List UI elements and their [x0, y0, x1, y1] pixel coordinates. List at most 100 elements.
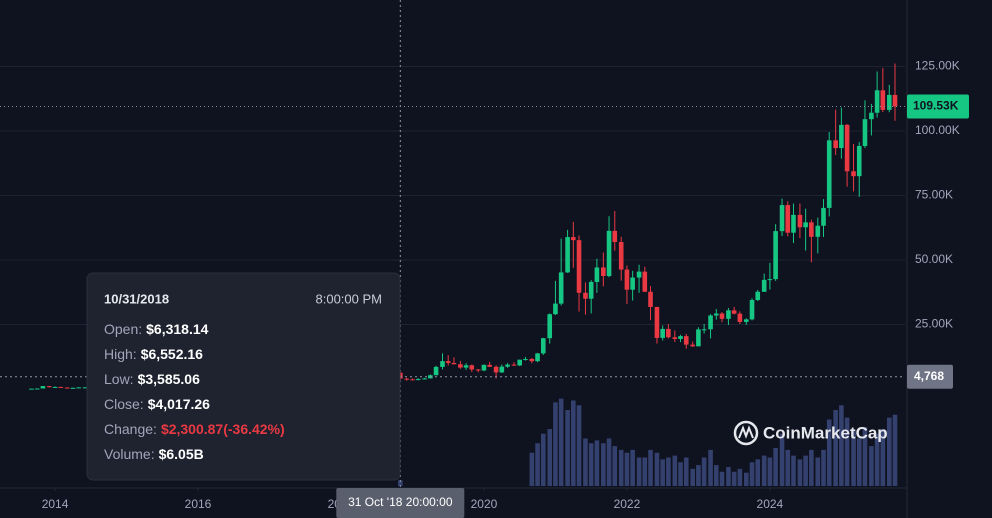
- candle-body: [785, 205, 791, 233]
- volume-bar: [547, 429, 553, 486]
- volume-bar: [785, 449, 791, 486]
- tooltip-row: Close: $4,017.26: [104, 396, 210, 412]
- volume-bar: [654, 452, 660, 486]
- volume-bar: [862, 427, 868, 486]
- volume-bar: [791, 455, 796, 486]
- volume-bar: [660, 459, 665, 486]
- candle-body: [499, 366, 505, 373]
- y-tick-label: 75.00K: [915, 188, 953, 202]
- crosshair-x-box: [336, 488, 465, 518]
- candle-body: [713, 313, 719, 316]
- candle-body: [404, 378, 410, 380]
- candle-body: [708, 315, 713, 330]
- candle-body: [440, 361, 445, 367]
- candle-body: [571, 237, 576, 241]
- tooltip-box: [86, 272, 401, 481]
- candle-body: [517, 359, 522, 366]
- tooltip-label: High:: [104, 346, 137, 362]
- volume-bar: [803, 455, 808, 486]
- tooltip-label: Open:: [104, 321, 142, 337]
- candle-body: [415, 379, 421, 381]
- tooltip-label: Change:: [104, 421, 157, 437]
- candle-body: [29, 388, 34, 390]
- volume-bar: [779, 433, 785, 486]
- candle-body: [642, 271, 648, 292]
- candle-body: [481, 364, 487, 371]
- candle-body: [588, 281, 594, 299]
- volume-bar: [731, 471, 737, 486]
- candle-body: [583, 292, 588, 299]
- candle-body: [755, 291, 761, 301]
- tooltip-value: $4,017.26: [148, 396, 210, 412]
- volume-bar: [880, 429, 886, 486]
- candle-body: [58, 386, 64, 388]
- tooltip-row: Change: $2,300.87(-36.42%): [104, 421, 285, 437]
- candle-body: [70, 387, 76, 389]
- candle-body: [701, 329, 707, 331]
- x-tick-label: 2014: [42, 497, 69, 511]
- volume-bar: [851, 430, 856, 486]
- x-tick-label: 2020: [471, 497, 498, 511]
- candle-body: [606, 230, 612, 277]
- last-price-label: 109.53K: [913, 99, 959, 113]
- tooltip-row: High: $6,552.16: [104, 346, 203, 362]
- candle-body: [553, 303, 558, 315]
- volume-bar: [690, 468, 695, 486]
- volume-bar: [833, 410, 838, 486]
- candle-body: [47, 386, 52, 388]
- candle-body: [737, 313, 743, 322]
- volume-bar: [713, 465, 719, 486]
- watermark-text: CoinMarketCap: [763, 423, 888, 442]
- candle-body: [683, 336, 689, 345]
- candle-body: [535, 353, 540, 362]
- candle-body: [826, 140, 832, 208]
- candle-body: [773, 231, 778, 280]
- candle-body: [540, 338, 546, 354]
- volume-bar: [642, 457, 648, 486]
- x-tick-label: 2022: [614, 497, 641, 511]
- tooltip-date: 10/31/2018: [104, 291, 169, 306]
- candle-body: [678, 336, 683, 339]
- volume-bar: [535, 443, 540, 486]
- candle-body: [731, 310, 737, 314]
- candle-body: [654, 306, 660, 338]
- volume-bar: [630, 449, 635, 486]
- candle-body: [558, 272, 564, 304]
- volume-bar: [529, 452, 535, 486]
- volume-bar: [558, 398, 564, 486]
- candle-body: [779, 205, 785, 232]
- candle-body: [672, 337, 678, 339]
- candle-body: [851, 171, 856, 177]
- candle-body: [565, 237, 570, 273]
- candle-body: [458, 364, 463, 368]
- candle-body: [744, 319, 749, 322]
- candle-body: [463, 365, 469, 368]
- volume-bar: [565, 410, 570, 486]
- candle-body: [523, 358, 528, 360]
- candle-body: [469, 365, 475, 370]
- watermark-logo: [738, 425, 754, 439]
- candle-body: [815, 225, 821, 237]
- candle-body: [422, 378, 427, 380]
- candle-body: [791, 214, 796, 233]
- volume-bar: [583, 438, 588, 486]
- candle-body: [761, 279, 767, 292]
- watermark: CoinMarketCap: [733, 420, 888, 446]
- candle-body: [880, 90, 886, 110]
- candle-body: [630, 277, 635, 290]
- volume-bar: [683, 457, 689, 486]
- candle-body: [618, 241, 624, 270]
- candle-body: [505, 364, 510, 367]
- volume-bar: [844, 417, 850, 486]
- candle-body: [410, 379, 415, 381]
- volume-bar: [553, 402, 558, 486]
- volume-bar: [892, 414, 898, 486]
- candle-body: [612, 230, 618, 242]
- volume-bar: [797, 459, 803, 486]
- tooltip-row: Open: $6,318.14: [104, 321, 209, 337]
- candle-body: [874, 90, 880, 113]
- crosshair-y-label: 4,768: [914, 369, 944, 383]
- volume-bar: [601, 443, 606, 486]
